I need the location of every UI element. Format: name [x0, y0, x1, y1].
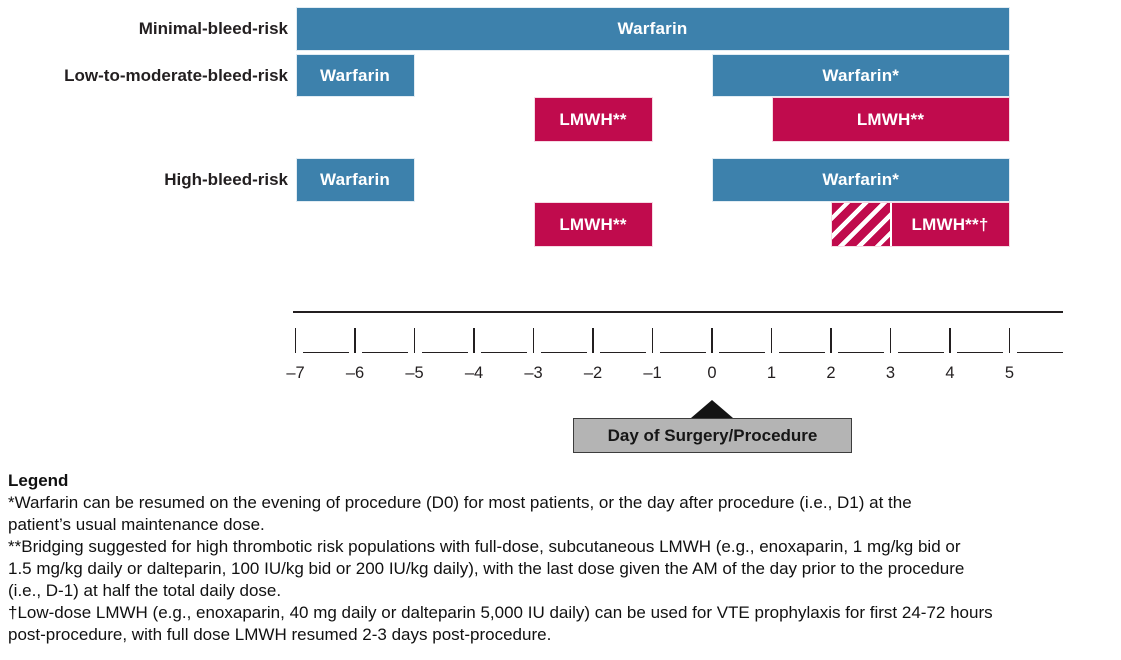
bar-label: Warfarin: [617, 19, 688, 38]
bar-label: Warfarin*: [822, 170, 900, 189]
axis-tick-segment: [1016, 351, 1063, 354]
axis-tick: [889, 328, 892, 353]
axis-tick-label: –4: [464, 364, 484, 382]
surgery-day-arrow-icon: [691, 400, 733, 418]
axis-tick-label: 3: [885, 364, 896, 382]
axis-tick-label: 0: [707, 364, 717, 382]
axis-tick-segment: [778, 351, 825, 354]
axis-tick: [651, 328, 654, 353]
axis-tick-segment: [600, 351, 646, 354]
risk-group-label: Minimal-bleed-risk: [138, 19, 288, 38]
axis-tick-segment: [540, 351, 587, 354]
axis-tick-segment: [897, 351, 944, 354]
risk-group-label: Low-to-moderate-bleed-risk: [64, 65, 288, 85]
bar-warfarin: Warfarin*: [712, 54, 1010, 97]
bar-label: LMWH**: [559, 109, 627, 129]
axis-tick-segment: [957, 351, 1003, 354]
axis-top-line: [293, 311, 1063, 313]
axis-tick-label: –7: [286, 364, 305, 382]
bar-lmwh: LMWH**: [533, 202, 653, 247]
axis-tick-label: –1: [643, 364, 662, 382]
footnote-warfarin-resume: *Warfarin can be resumed on the evening …: [8, 493, 912, 534]
axis-tick-label: 1: [766, 364, 777, 382]
bar-warfarin: Warfarin: [295, 54, 415, 97]
bar-warfarin: Warfarin: [295, 7, 1010, 51]
axis-tick-segment: [362, 351, 408, 354]
bar-label: Warfarin: [320, 65, 390, 85]
axis-tick: [711, 328, 713, 353]
bar-label: Warfarin*: [822, 65, 900, 85]
footnote-low-dose-lmwh: †Low-dose LMWH (e.g., enoxaparin, 40 mg …: [8, 603, 993, 644]
axis-tick: [1008, 328, 1011, 353]
legend-block: Legend *Warfarin can be resumed on the e…: [8, 470, 1116, 646]
axis-tick-label: –3: [524, 364, 543, 382]
axis-tick-label: 2: [826, 364, 836, 382]
axis-tick-label: –2: [583, 364, 603, 382]
axis-tick: [473, 328, 475, 353]
axis-tick: [413, 328, 416, 353]
axis-tick-label: –5: [405, 364, 424, 382]
bar-lmwh: LMWH**†: [831, 202, 1010, 247]
axis-tick: [949, 328, 951, 353]
axis-tick: [532, 328, 535, 353]
risk-group-label: High-bleed-risk: [164, 170, 288, 189]
footnote-bridging-lmwh: **Bridging suggested for high thrombotic…: [8, 537, 965, 600]
axis-tick-segment: [481, 351, 527, 354]
axis-tick-segment: [421, 351, 468, 354]
surgery-day-box: Day of Surgery/Procedure: [573, 418, 852, 453]
legend-heading: Legend: [8, 471, 69, 490]
axis-tick-segment: [719, 351, 765, 354]
axis-tick-segment: [302, 351, 349, 354]
axis-tick: [770, 328, 773, 353]
bar-label: Warfarin: [320, 170, 390, 189]
axis-tick: [354, 328, 356, 353]
bar-label: LMWH**: [856, 109, 925, 129]
axis-tick-label: 4: [945, 364, 955, 382]
axis-tick: [830, 328, 832, 353]
hatched-low-dose-region: [832, 203, 892, 246]
bar-label: LMWH**†: [911, 214, 989, 234]
bar-warfarin: Warfarin: [295, 158, 415, 202]
bar-warfarin: Warfarin*: [712, 158, 1010, 202]
surgery-day-label: Day of Surgery/Procedure: [607, 425, 818, 445]
bar-lmwh: LMWH**: [533, 97, 653, 142]
axis-tick: [294, 328, 297, 353]
axis-tick-segment: [659, 351, 706, 354]
axis-tick-label: 5: [1004, 364, 1015, 382]
bar-label: LMWH**: [559, 214, 627, 234]
bar-lmwh: LMWH**: [771, 97, 1010, 142]
axis-tick-segment: [838, 351, 884, 354]
axis-tick-label: –6: [345, 364, 365, 382]
axis-tick: [592, 328, 594, 353]
